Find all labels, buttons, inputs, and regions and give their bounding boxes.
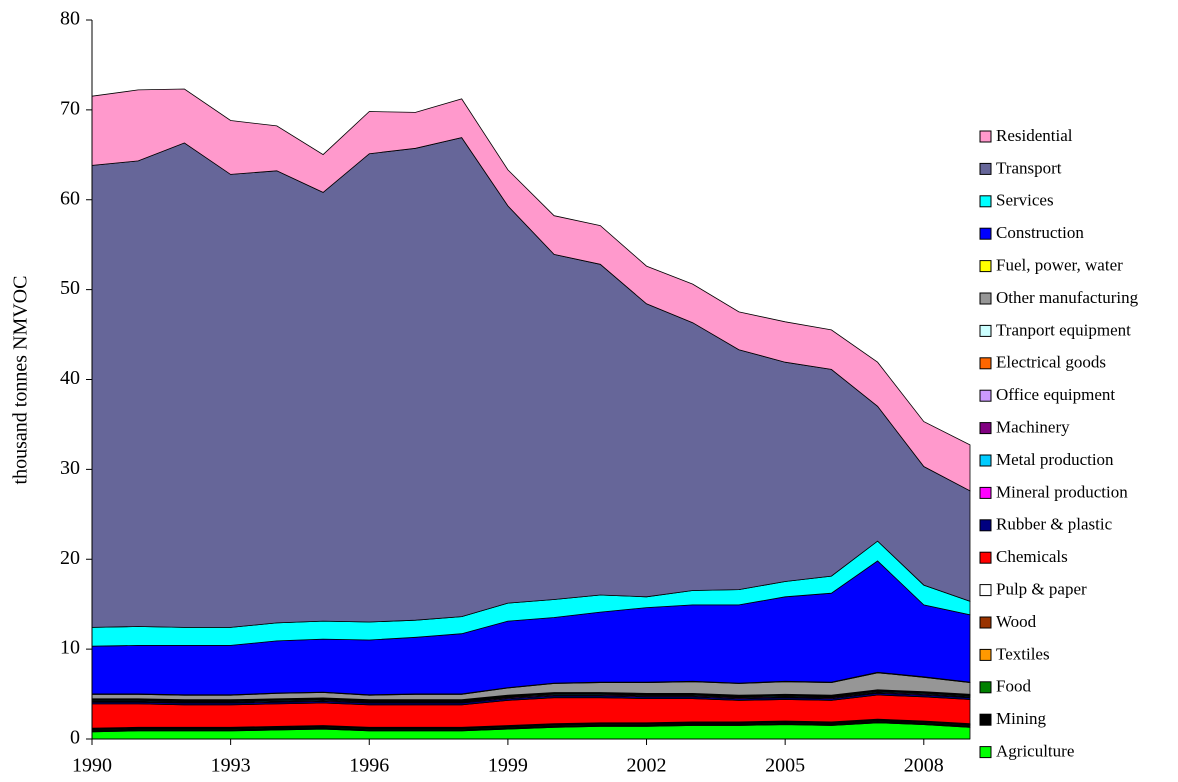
legend-swatch <box>979 616 992 629</box>
legend-swatch <box>979 486 992 499</box>
legend-swatch <box>979 422 992 435</box>
x-tick-label: 2002 <box>627 755 667 777</box>
legend-swatch <box>979 292 992 305</box>
legend-label: Agriculture <box>996 742 1074 761</box>
legend-swatch <box>979 162 992 175</box>
legend-label: Services <box>996 191 1054 210</box>
legend-label: Electrical goods <box>996 353 1106 372</box>
y-tick-label: 20 <box>60 547 80 569</box>
legend-label: Tranport equipment <box>996 320 1131 339</box>
y-tick-label: 40 <box>60 367 80 389</box>
legend-swatch <box>979 681 992 694</box>
x-tick-label: 1999 <box>488 755 528 777</box>
x-tick-label: 1990 <box>72 755 112 777</box>
legend-swatch <box>979 519 992 532</box>
legend-label: Food <box>996 677 1031 696</box>
legend-swatch <box>979 389 992 402</box>
legend-label: Wood <box>996 612 1037 631</box>
legend-label: Other manufacturing <box>996 288 1139 307</box>
x-tick-label: 1993 <box>211 755 251 777</box>
legend-swatch <box>979 584 992 597</box>
legend-swatch <box>979 551 992 564</box>
legend-swatch <box>979 324 992 337</box>
legend-label: Construction <box>996 223 1084 242</box>
x-tick-label: 2005 <box>765 755 805 777</box>
legend-label: Machinery <box>996 418 1070 437</box>
legend-label: Metal production <box>996 450 1114 469</box>
legend-label: Mining <box>996 709 1047 728</box>
y-tick-label: 60 <box>60 187 80 209</box>
legend-label: Residential <box>996 126 1073 145</box>
y-axis-label: thousand tonnes NMVOC <box>10 276 32 485</box>
y-tick-label: 80 <box>60 8 80 30</box>
legend-swatch <box>979 648 992 661</box>
legend-label: Rubber & plastic <box>996 515 1113 534</box>
legend-label: Fuel, power, water <box>996 256 1123 275</box>
legend-label: Textiles <box>996 644 1050 663</box>
area <box>91 88 971 492</box>
y-tick-label: 50 <box>60 277 80 299</box>
x-tick-label: 1996 <box>349 755 389 777</box>
legend-label: Transport <box>996 158 1062 177</box>
legend-label: Mineral production <box>996 482 1128 501</box>
legend-swatch <box>979 357 992 370</box>
legend-label: Pulp & paper <box>996 580 1087 599</box>
y-tick-label: 30 <box>60 457 80 479</box>
legend-swatch <box>979 227 992 240</box>
y-tick-label: 10 <box>60 637 80 659</box>
y-tick-label: 70 <box>60 97 80 119</box>
legend-swatch <box>979 746 992 759</box>
x-tick-label: 2008 <box>904 755 944 777</box>
legend-label: Office equipment <box>996 385 1115 404</box>
y-tick-label: 0 <box>70 727 80 749</box>
legend-label: Chemicals <box>996 547 1068 566</box>
legend-swatch <box>979 454 992 467</box>
legend-swatch <box>979 260 992 273</box>
legend-swatch <box>979 130 992 143</box>
legend-swatch <box>979 713 992 726</box>
legend-swatch <box>979 195 992 208</box>
